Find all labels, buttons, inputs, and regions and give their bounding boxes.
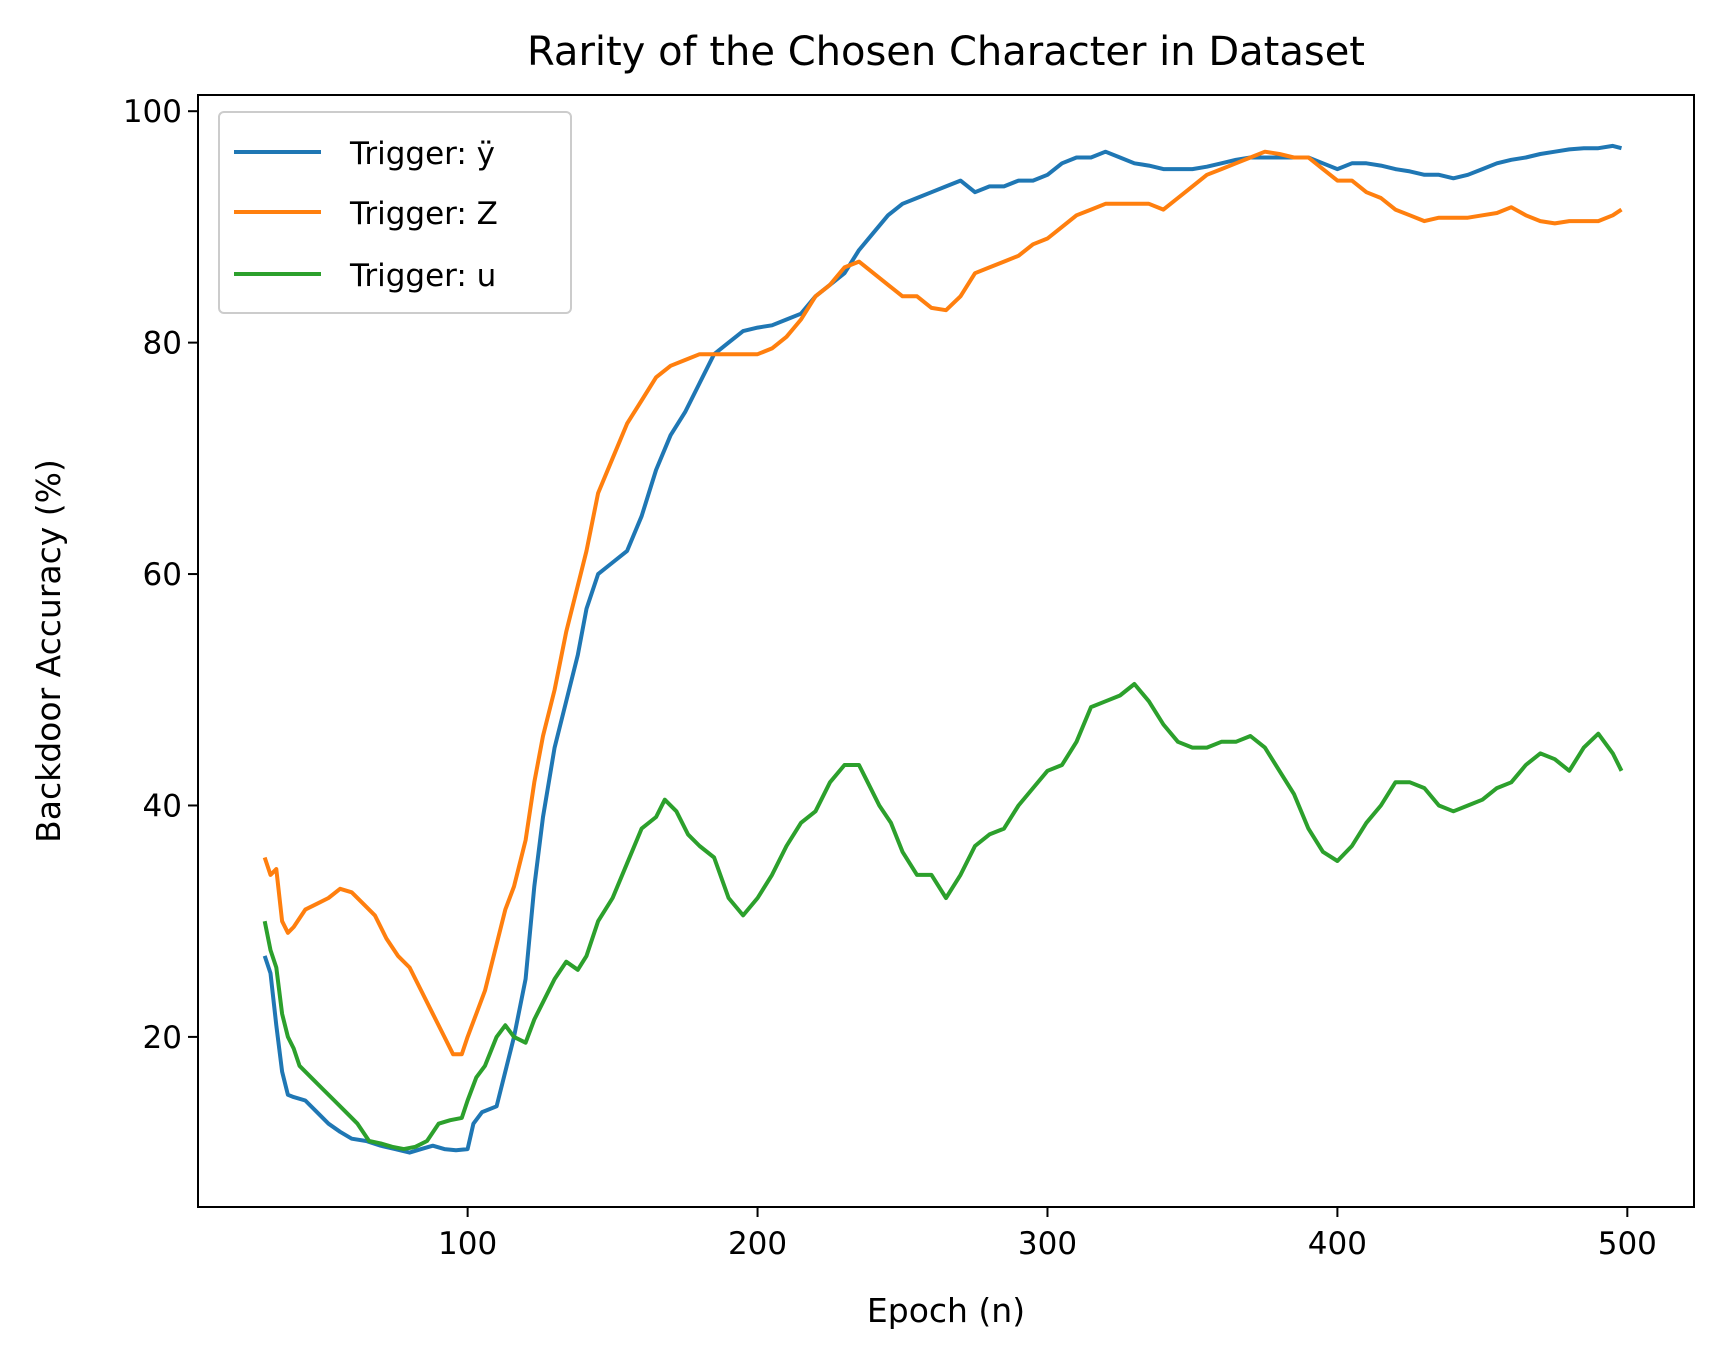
- series-line-2: [262, 682, 1624, 1152]
- x-tick-label: 100: [438, 1226, 497, 1262]
- chart-title: Rarity of the Chosen Character in Datase…: [527, 29, 1365, 75]
- series-line-1: [262, 149, 1623, 1057]
- plot-lines: [262, 143, 1624, 1155]
- y-tick-label: 20: [143, 1020, 182, 1056]
- x-tick-label: 300: [1018, 1226, 1077, 1262]
- x-axis-ticks: 100 200 300 400 500: [438, 1207, 1657, 1262]
- plot-frame: [197, 94, 1695, 1208]
- x-tick-label: 500: [1598, 1226, 1657, 1262]
- y-tick-label: 80: [143, 326, 182, 362]
- series-line-0: [262, 143, 1623, 1155]
- y-tick-label: 100: [123, 94, 182, 130]
- x-axis-label: Epoch (n): [867, 1291, 1025, 1330]
- y-axis-label: Backdoor Accuracy (%): [29, 459, 68, 843]
- legend-label-0: Trigger: ÿ: [349, 136, 495, 172]
- y-tick-label: 60: [143, 557, 182, 593]
- y-axis-ticks: 20 40 60 80 100: [123, 94, 198, 1056]
- x-tick-label: 400: [1308, 1226, 1367, 1262]
- y-tick-label: 40: [143, 788, 182, 824]
- legend-box: [218, 111, 572, 314]
- x-tick-label: 200: [728, 1226, 787, 1262]
- legend: Trigger: ÿ Trigger: Z Trigger: u: [218, 111, 572, 314]
- legend-label-1: Trigger: Z: [349, 196, 498, 232]
- legend-label-2: Trigger: u: [349, 258, 496, 294]
